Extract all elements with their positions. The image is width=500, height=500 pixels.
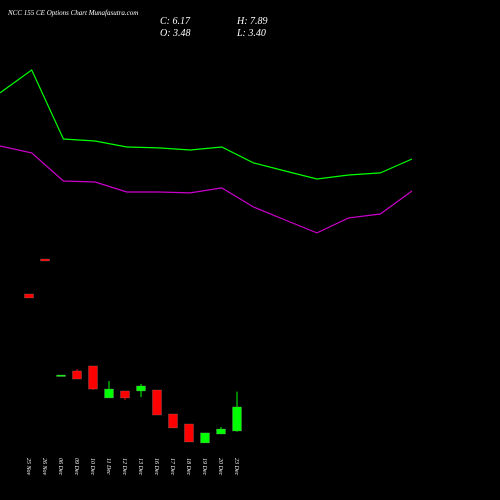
chart-title: NCC 155 CE Options Chart Munafasutra.com — [7, 9, 138, 17]
x-tick-label: 09 Dec — [73, 458, 79, 475]
candle-body — [152, 389, 162, 416]
candle-body — [88, 365, 98, 390]
ohlc-low: L: 3.40 — [236, 28, 266, 39]
candle-body — [216, 428, 226, 435]
line-series — [0, 145, 413, 234]
x-tick-label: 25 Nov — [25, 458, 31, 476]
candle-body — [72, 370, 82, 380]
ohlc-open: O: 3.48 — [160, 28, 191, 39]
candle-body — [136, 385, 146, 392]
candle-body — [168, 413, 178, 429]
x-tick-label: 13 Dec — [137, 458, 143, 475]
x-tick-label: 18 Dec — [185, 458, 191, 475]
candle-body — [104, 388, 114, 399]
candle-body — [120, 390, 130, 399]
candle-body — [40, 258, 50, 262]
candle-body — [56, 374, 66, 377]
line-series — [0, 69, 413, 180]
x-tick-label: 19 Dec — [201, 458, 207, 475]
candle-body — [184, 423, 194, 443]
candle-body — [24, 293, 34, 299]
x-tick-label: 12 Dec — [121, 458, 127, 475]
candle-body — [232, 406, 242, 432]
x-tick-label: 16 Dec — [153, 458, 159, 475]
x-tick-label: 26 Nov — [41, 458, 47, 476]
x-tick-label: 20 Dec — [217, 458, 223, 475]
x-tick-label: 10 Dec — [89, 458, 95, 475]
ohlc-high: H: 7.89 — [236, 16, 268, 27]
ohlc-close: C: 6.17 — [160, 16, 191, 27]
candle-body — [200, 432, 210, 444]
x-tick-label: 23 Dec — [233, 458, 239, 475]
x-tick-label: 06 Dec — [57, 458, 63, 475]
x-tick-label: 17 Dec — [169, 458, 175, 475]
x-tick-label: 11 Dec — [105, 458, 111, 475]
